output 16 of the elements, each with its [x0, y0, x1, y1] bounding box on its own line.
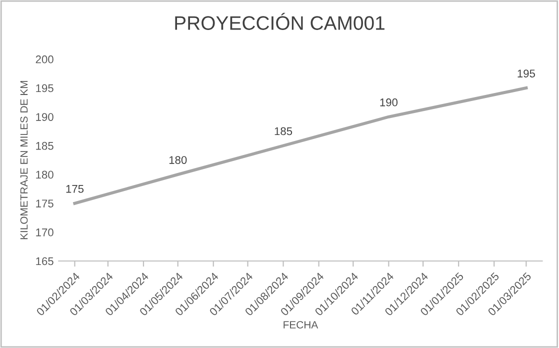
- chart-title: PROYECCIÓN CAM001: [175, 12, 384, 30]
- data-label: 195: [518, 70, 535, 78]
- data-label: 185: [274, 127, 292, 136]
- y-tick-label: 165: [36, 257, 54, 266]
- y-tick-label: 195: [36, 84, 54, 92]
- data-label: 175: [66, 185, 84, 193]
- y-tick-label: 190: [36, 113, 54, 121]
- y-tick-label: 180: [36, 170, 54, 179]
- y-tick-label: 175: [36, 200, 54, 208]
- y-tick-label: 170: [36, 228, 54, 236]
- y-tick-label: 200: [36, 55, 54, 64]
- data-label: 180: [169, 156, 187, 164]
- x-axis-title: FECHA: [284, 321, 318, 328]
- y-tick-label: 185: [36, 142, 54, 150]
- data-label: 190: [380, 98, 398, 106]
- y-axis-title: KILOMETRAJE EN MILES DE KM: [20, 81, 28, 240]
